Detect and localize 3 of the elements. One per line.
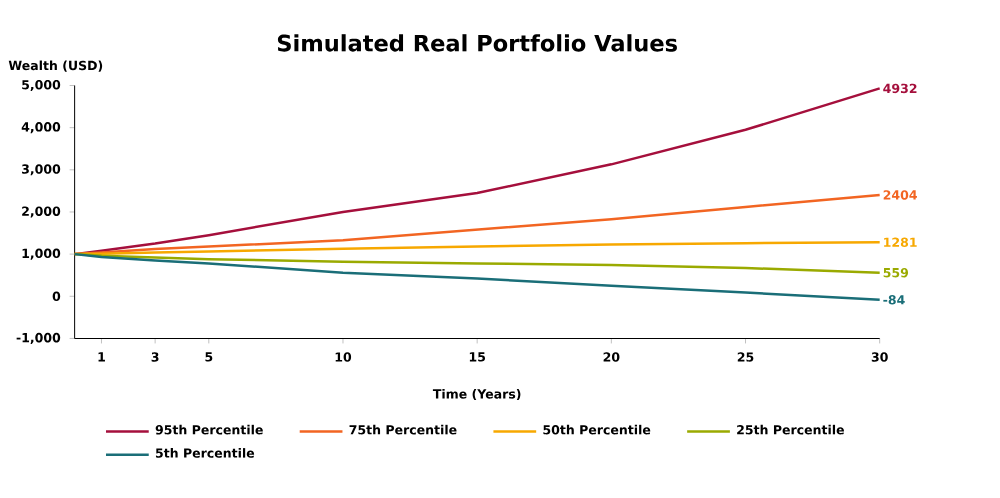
line-series [73,252,881,301]
chart-title: Simulated Real Portfolio Values [277,33,677,52]
line-series [73,86,881,256]
